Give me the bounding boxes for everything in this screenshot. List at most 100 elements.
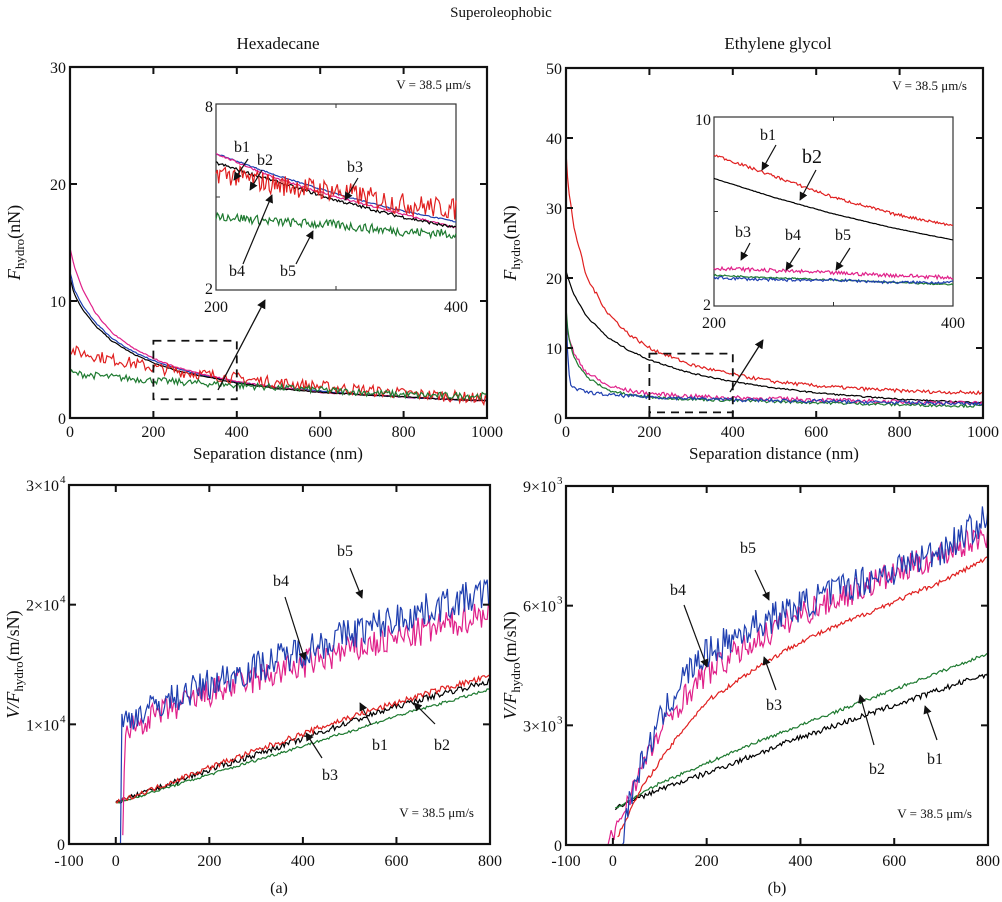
series-line-b4 (122, 601, 491, 836)
inset-curve-label-b1: b1 (234, 139, 250, 156)
y-tick-exponent: 4 (60, 713, 66, 725)
x-tick-label: 400 (721, 424, 745, 441)
chart-hexadecane-force: 0 200 400 600 800 1000 0 10 20 30 Fhydro(nN) V = 38… (4, 60, 503, 441)
curve-label-b1: b1 (372, 737, 388, 754)
curve-label-b1: b1 (927, 751, 943, 768)
y-tick-label: 30 (50, 60, 66, 77)
x-tick-label: 800 (392, 424, 416, 441)
y-tick-exponent: 3 (557, 714, 563, 726)
curve-label-b2: b2 (869, 761, 885, 778)
series-line-b1 (614, 672, 989, 811)
inset-curve-label-b2: b2 (257, 152, 273, 169)
series-line-b3 (115, 674, 491, 804)
pointer-arrow (762, 656, 777, 691)
super-title: Superoleophobic (450, 5, 552, 21)
inset-pointer-arrow (249, 169, 263, 191)
inset-pointer-arrow (242, 194, 273, 265)
series-line-b3 (565, 320, 984, 406)
x-tick-label: 200 (141, 424, 165, 441)
chart-ethylene-glycol-force: 0 200 400 600 800 1000 0 10 20 30 40 50 Fhydro(nN) V … (500, 61, 999, 441)
x-tick-label: 600 (882, 853, 906, 870)
inset-series-line-b4 (215, 164, 457, 220)
pointer-arrow (923, 705, 938, 741)
y-tick-label: 0 (57, 837, 65, 854)
y-tick-exponent: 3 (557, 475, 563, 487)
velocity-annotation: V = 38.5 μm/s (892, 78, 967, 93)
y-tick-label: 3×10 (523, 718, 556, 735)
zoom-arrow (217, 299, 266, 391)
inset-y-tick-label: 2 (205, 281, 213, 298)
pointer-arrow (305, 732, 323, 759)
series-line-b5 (69, 368, 488, 402)
inset-x-tick-label: 400 (444, 299, 468, 316)
velocity-annotation: V = 38.5 μm/s (399, 805, 474, 820)
curve-label-b4: b4 (273, 573, 289, 590)
curve-label-b3: b3 (766, 697, 782, 714)
x-tick-label: 600 (384, 853, 408, 870)
series-line-b2 (115, 688, 491, 804)
y-axis-label: Fhydro(nN) (4, 205, 27, 281)
y-axis-label: Fhydro(nN) (500, 205, 523, 281)
y-tick-label: 40 (546, 131, 562, 148)
pointer-arrow (857, 694, 875, 746)
inset-x-tick-label: 200 (702, 315, 726, 332)
velocity-annotation: V = 38.5 μm/s (897, 806, 972, 821)
chart-title-hexadecane: Hexadecane (236, 34, 319, 53)
inset-curve-label-b4: b4 (785, 227, 801, 244)
inset-curve-label-b4: b4 (229, 263, 245, 280)
inset-curve-label-b3: b3 (735, 224, 751, 241)
inset-pointer-arrow (233, 158, 249, 181)
velocity-annotation: V = 38.5 μm/s (396, 77, 471, 92)
inset-series-line-b5 (215, 211, 457, 240)
y-tick-label: 30 (546, 201, 562, 218)
y-axis-label: V/Fhydro(m/sN) (500, 611, 523, 719)
pointer-arrow (284, 596, 307, 661)
curve-label-b4: b4 (670, 582, 686, 599)
pointer-arrow (359, 702, 372, 726)
plot-frame (68, 65, 489, 420)
inset-series-line-b3 (713, 265, 954, 281)
x-tick-label: 200 (197, 853, 221, 870)
x-tick-label: 800 (976, 853, 1000, 870)
plot-frame (564, 484, 990, 847)
y-tick-label: 0 (58, 411, 66, 428)
x-tick-label: 0 (609, 853, 617, 870)
y-tick-label: 0 (554, 838, 562, 855)
inset-x-tick-label: 400 (941, 315, 965, 332)
curve-label-b5: b5 (740, 540, 756, 557)
x-axis-label-ethylene-glycol: Separation distance (nm) (689, 444, 859, 463)
inset-y-tick-label: 8 (205, 99, 213, 116)
y-tick-exponent: 4 (60, 594, 66, 606)
plot-frame (564, 66, 985, 420)
series-line-b4 (607, 524, 989, 845)
x-tick-label: -100 (54, 853, 83, 870)
y-tick-exponent: 4 (60, 474, 66, 486)
x-tick-label: 400 (291, 853, 315, 870)
inset-curve-label-b5: b5 (835, 227, 851, 244)
inset-curve-label-b3: b3 (347, 159, 363, 176)
x-tick-label: 1000 (967, 424, 999, 441)
zoom-region-box (648, 352, 734, 414)
y-tick-label: 50 (546, 61, 562, 78)
inset-series-line-b5 (713, 276, 954, 285)
y-tick-label: 2×10 (26, 598, 59, 615)
series-line-b5 (565, 311, 984, 406)
series-line-b4 (69, 345, 488, 407)
y-tick-label: 10 (546, 341, 562, 358)
y-axis-label: V/Fhydro(m/sN) (3, 610, 26, 718)
y-tick-label: 6×10 (523, 599, 556, 616)
x-tick-label: -100 (551, 853, 580, 870)
inset-curve-label-b2: b2 (802, 146, 822, 168)
series-line-b5 (119, 578, 491, 844)
y-tick-label: 1×10 (26, 717, 59, 734)
y-tick-label: 3×10 (26, 478, 59, 495)
inset-pointer-arrow (344, 177, 359, 201)
curve-label-b3: b3 (322, 767, 338, 784)
series-line-b2 (614, 653, 989, 809)
x-tick-label: 0 (562, 424, 570, 441)
inset-pointer-arrow (799, 169, 817, 201)
series-line-b1 (565, 151, 984, 396)
inset-pointer-arrow (835, 247, 851, 271)
